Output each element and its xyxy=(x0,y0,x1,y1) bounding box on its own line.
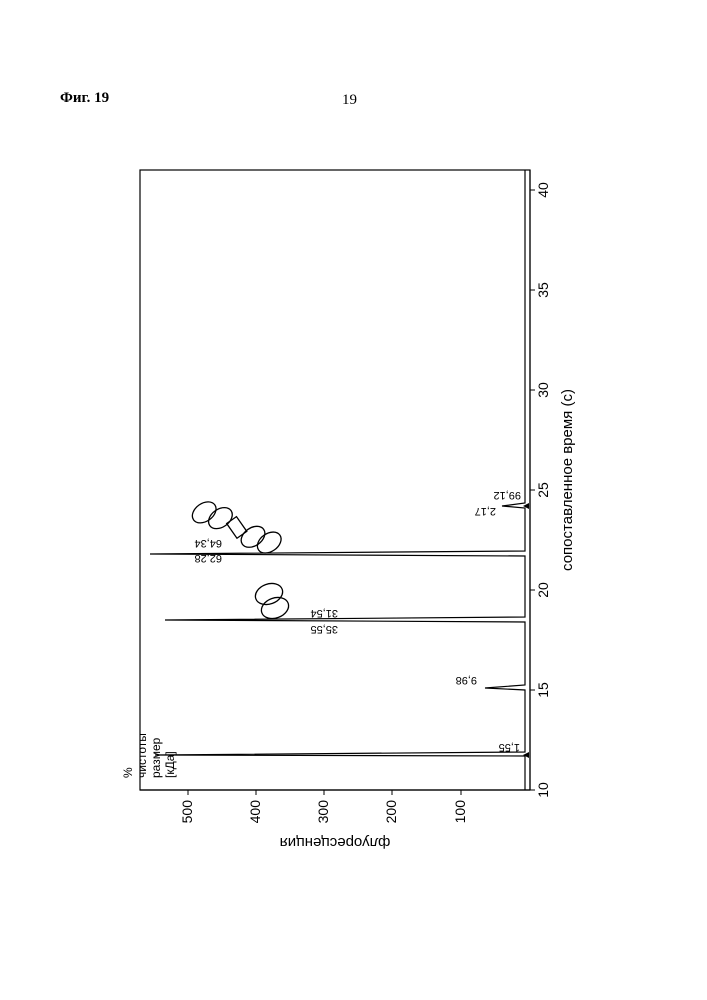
xtick-40: 40 xyxy=(535,182,551,198)
peak1-size: 1,55 xyxy=(499,741,520,753)
header-size: размер xyxy=(149,737,163,778)
peak5-purity: 2,17 xyxy=(475,505,496,517)
y-axis: 100 200 300 400 500 xyxy=(140,790,530,823)
ytick-500: 500 xyxy=(179,800,195,824)
peak3-purity: 35,55 xyxy=(310,623,338,635)
ytick-100: 100 xyxy=(452,800,468,824)
peak4-size: 64,34 xyxy=(194,537,222,549)
xtick-25: 25 xyxy=(535,482,551,498)
xtick-15: 15 xyxy=(535,682,551,698)
ytick-300: 300 xyxy=(315,800,331,824)
page-container: Фиг. 19 19 100 200 300 400 500 xyxy=(0,0,707,1000)
peak2-size: 9,98 xyxy=(456,674,477,686)
x-axis: 10 15 20 25 30 35 40 xyxy=(530,170,551,798)
y-axis-label: флуоресценция xyxy=(280,834,391,851)
x-axis-label: сопоставленное время (с) xyxy=(559,389,576,571)
header-purity-sub: чистоты xyxy=(135,733,149,778)
xtick-10: 10 xyxy=(535,782,551,798)
ytick-400: 400 xyxy=(247,800,263,824)
chart-rotated-container: 100 200 300 400 500 10 15 20 xyxy=(0,260,707,740)
peak4-purity: 62,28 xyxy=(194,552,222,564)
xtick-35: 35 xyxy=(535,282,551,298)
peak5-size: 99,12 xyxy=(493,489,521,501)
peak3-size: 31,54 xyxy=(310,607,338,619)
header-purity: % xyxy=(121,767,135,778)
xtick-30: 30 xyxy=(535,382,551,398)
xtick-20: 20 xyxy=(535,582,551,598)
electropherogram-chart: 100 200 300 400 500 10 15 20 xyxy=(120,140,600,860)
plot-frame xyxy=(140,170,530,790)
figure-label: Фиг. 19 xyxy=(60,90,109,107)
page-number: 19 xyxy=(342,92,357,109)
ytick-200: 200 xyxy=(383,800,399,824)
